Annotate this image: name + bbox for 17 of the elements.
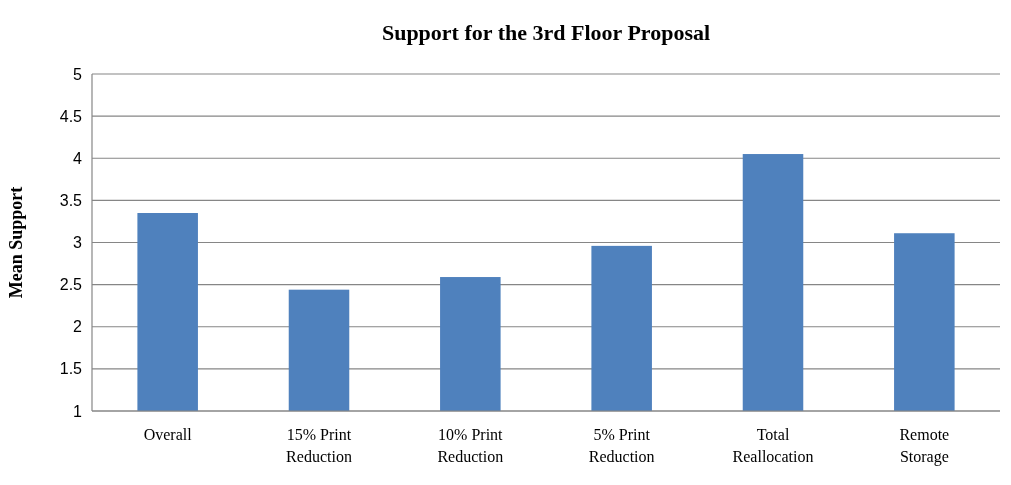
chart-title: Support for the 3rd Floor Proposal [381,20,711,45]
y-tick-label: 4.5 [59,107,83,125]
y-tick-label: 5 [73,65,83,83]
y-axis-title: Mean Support [6,186,26,299]
y-tick-label: 1.5 [59,360,83,378]
y-tick-label: 4 [73,149,83,167]
y-tick-label: 2 [73,318,83,336]
x-tick-label: 5% Print Reduction [588,426,655,465]
x-tick-label: Total Reallocation [732,426,814,465]
y-tick-label: 2.5 [59,276,83,294]
x-tick-label: Overall [143,426,193,443]
x-tick-label: 10% Print Reduction [437,426,504,465]
x-tick-label: 15% Print Reduction [286,426,352,465]
x-tick-label: Remote Storage [899,426,950,466]
y-tick-label: 3 [73,234,83,252]
y-tick-label: 3.5 [59,191,83,209]
y-tick-label: 1 [73,402,83,420]
